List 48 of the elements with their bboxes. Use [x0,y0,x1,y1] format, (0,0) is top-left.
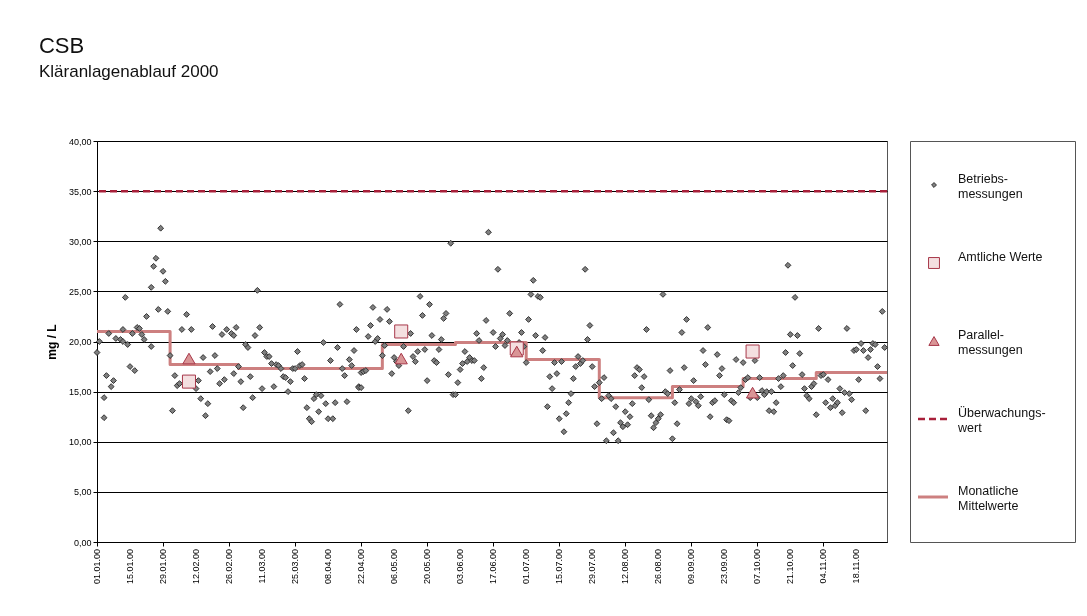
x-tick-label: 17.06.00 [488,549,499,585]
point [394,352,408,365]
legend-label: Parallel- messungen [958,328,1023,357]
x-tick-label: 12.08.00 [620,549,631,585]
y-tick-label: 5,00 [73,487,92,498]
x-tick-label: 08.04.00 [323,549,334,585]
legend-label: Überwachungs- wert [957,406,1046,435]
point [510,345,524,358]
x-tick-label: 25.03.00 [290,549,301,585]
x-tick-label: 12.02.00 [191,549,202,585]
x-tick-label: 26.08.00 [653,549,664,585]
x-tick-label: 29.01.00 [158,549,169,585]
y-axis-title: mg / L [44,324,59,360]
point [745,344,760,359]
x-tick-label: 11.03.00 [257,549,268,584]
y-tick-label: 25,00 [68,286,92,297]
legend-label: Monatliche Mittelwerte [958,484,1019,513]
y-tick-label: 35,00 [68,186,92,197]
x-tick-label: 15.07.00 [554,549,565,585]
chart-subtitle: Kläranlagenablauf 2000 [38,61,219,81]
y-tick-label: 20,00 [68,337,92,347]
point [181,374,196,389]
x-tick-label: 21.10.00 [785,549,796,585]
point [745,386,760,399]
y-tick-label: 10,00 [68,437,92,448]
x-tick-label: 22.04.00 [356,549,367,585]
x-tick-label: 07.10.00 [752,549,763,585]
chart-title: CSB [38,32,85,58]
x-tick-label: 15.01.00 [125,549,136,585]
x-tick-label: 06.05.00 [389,549,400,585]
y-tick-label: 0,00 [73,537,92,548]
x-tick-label: 18.11.00 [851,549,862,584]
x-tick-label: 09.09.00 [686,549,697,585]
y-tick-label: 15,00 [68,387,92,398]
legend-label: Betriebs- messungen [958,172,1023,201]
point [394,324,409,339]
x-tick-label: 04.11.00 [818,549,829,584]
x-tick-label: 20.05.00 [422,549,433,585]
x-tick-label: 23.09.00 [719,549,730,585]
legend-label: Amtliche Werte [958,250,1043,264]
x-tick-label: 01.07.00 [521,549,532,585]
y-tick-label: 40,00 [68,136,92,147]
x-tick-label: 01.01.00 [92,549,102,585]
x-tick-label: 29.07.00 [587,549,598,585]
point [182,352,196,365]
x-tick-label: 26.02.00 [224,549,235,585]
y-tick-label: 30,00 [68,236,92,247]
x-tick-label: 03.06.00 [455,549,466,585]
